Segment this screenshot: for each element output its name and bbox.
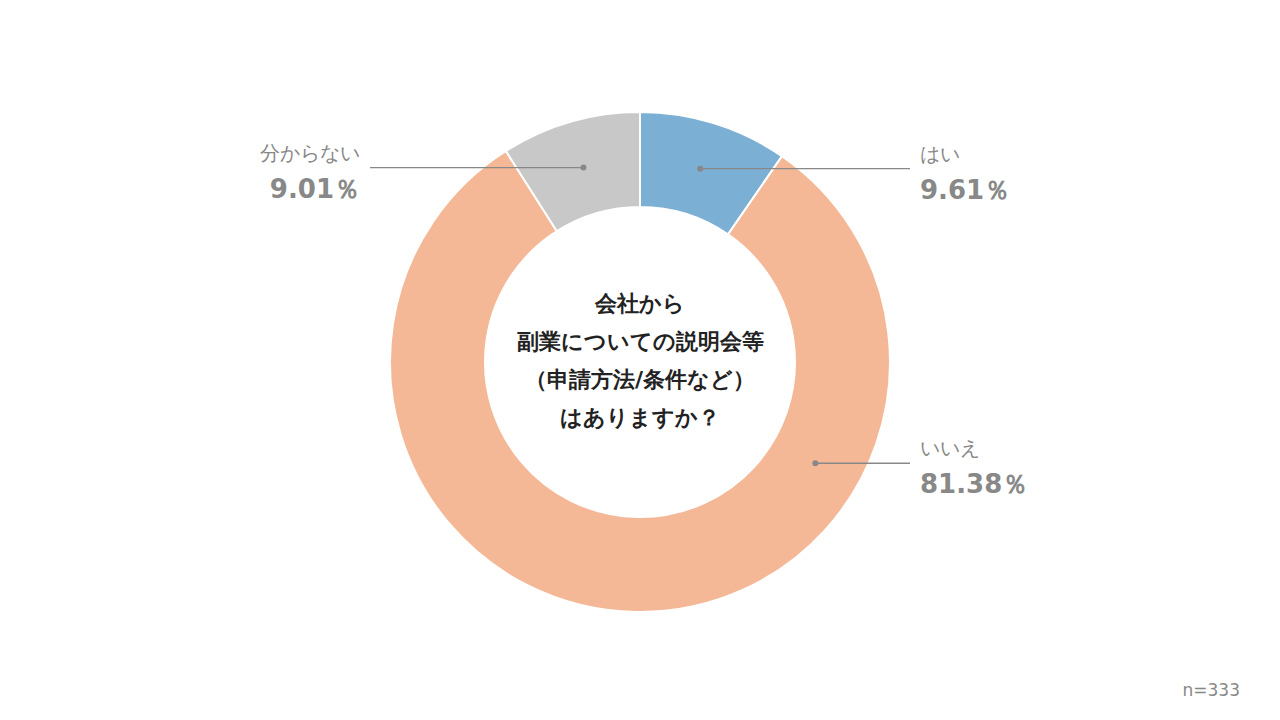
leader-dot — [580, 165, 586, 171]
leader-line — [370, 167, 583, 168]
slice-value: 81.38％ — [920, 469, 1028, 499]
slice — [506, 112, 640, 231]
sample-size: n=333 — [1183, 680, 1240, 700]
slice-value: 9.01％ — [270, 174, 360, 204]
chart: 会社から副業についての説明会等（申請方法/条件など）はありますか？ はい 9.61％… — [0, 0, 1280, 720]
leader-line — [815, 463, 910, 464]
slice-label: 分からない — [260, 141, 360, 165]
slice-value: 9.61％ — [920, 175, 1010, 205]
leader-dot — [697, 166, 703, 172]
slice-label: はい — [920, 142, 960, 166]
leader-dot — [812, 460, 818, 466]
slice — [390, 151, 890, 612]
center-title: 会社から副業についての説明会等（申請方法/条件など）はありますか？ — [517, 291, 764, 430]
slices — [390, 112, 890, 612]
slice-label: いいえ — [920, 436, 980, 460]
annotations: はい 9.61％ いいえ 81.38％ 分からない 9.01％ — [260, 141, 1028, 500]
leader-line — [700, 168, 910, 169]
chart-container: 会社から副業についての説明会等（申請方法/条件など）はありますか？ はい 9.61％… — [0, 0, 1280, 720]
